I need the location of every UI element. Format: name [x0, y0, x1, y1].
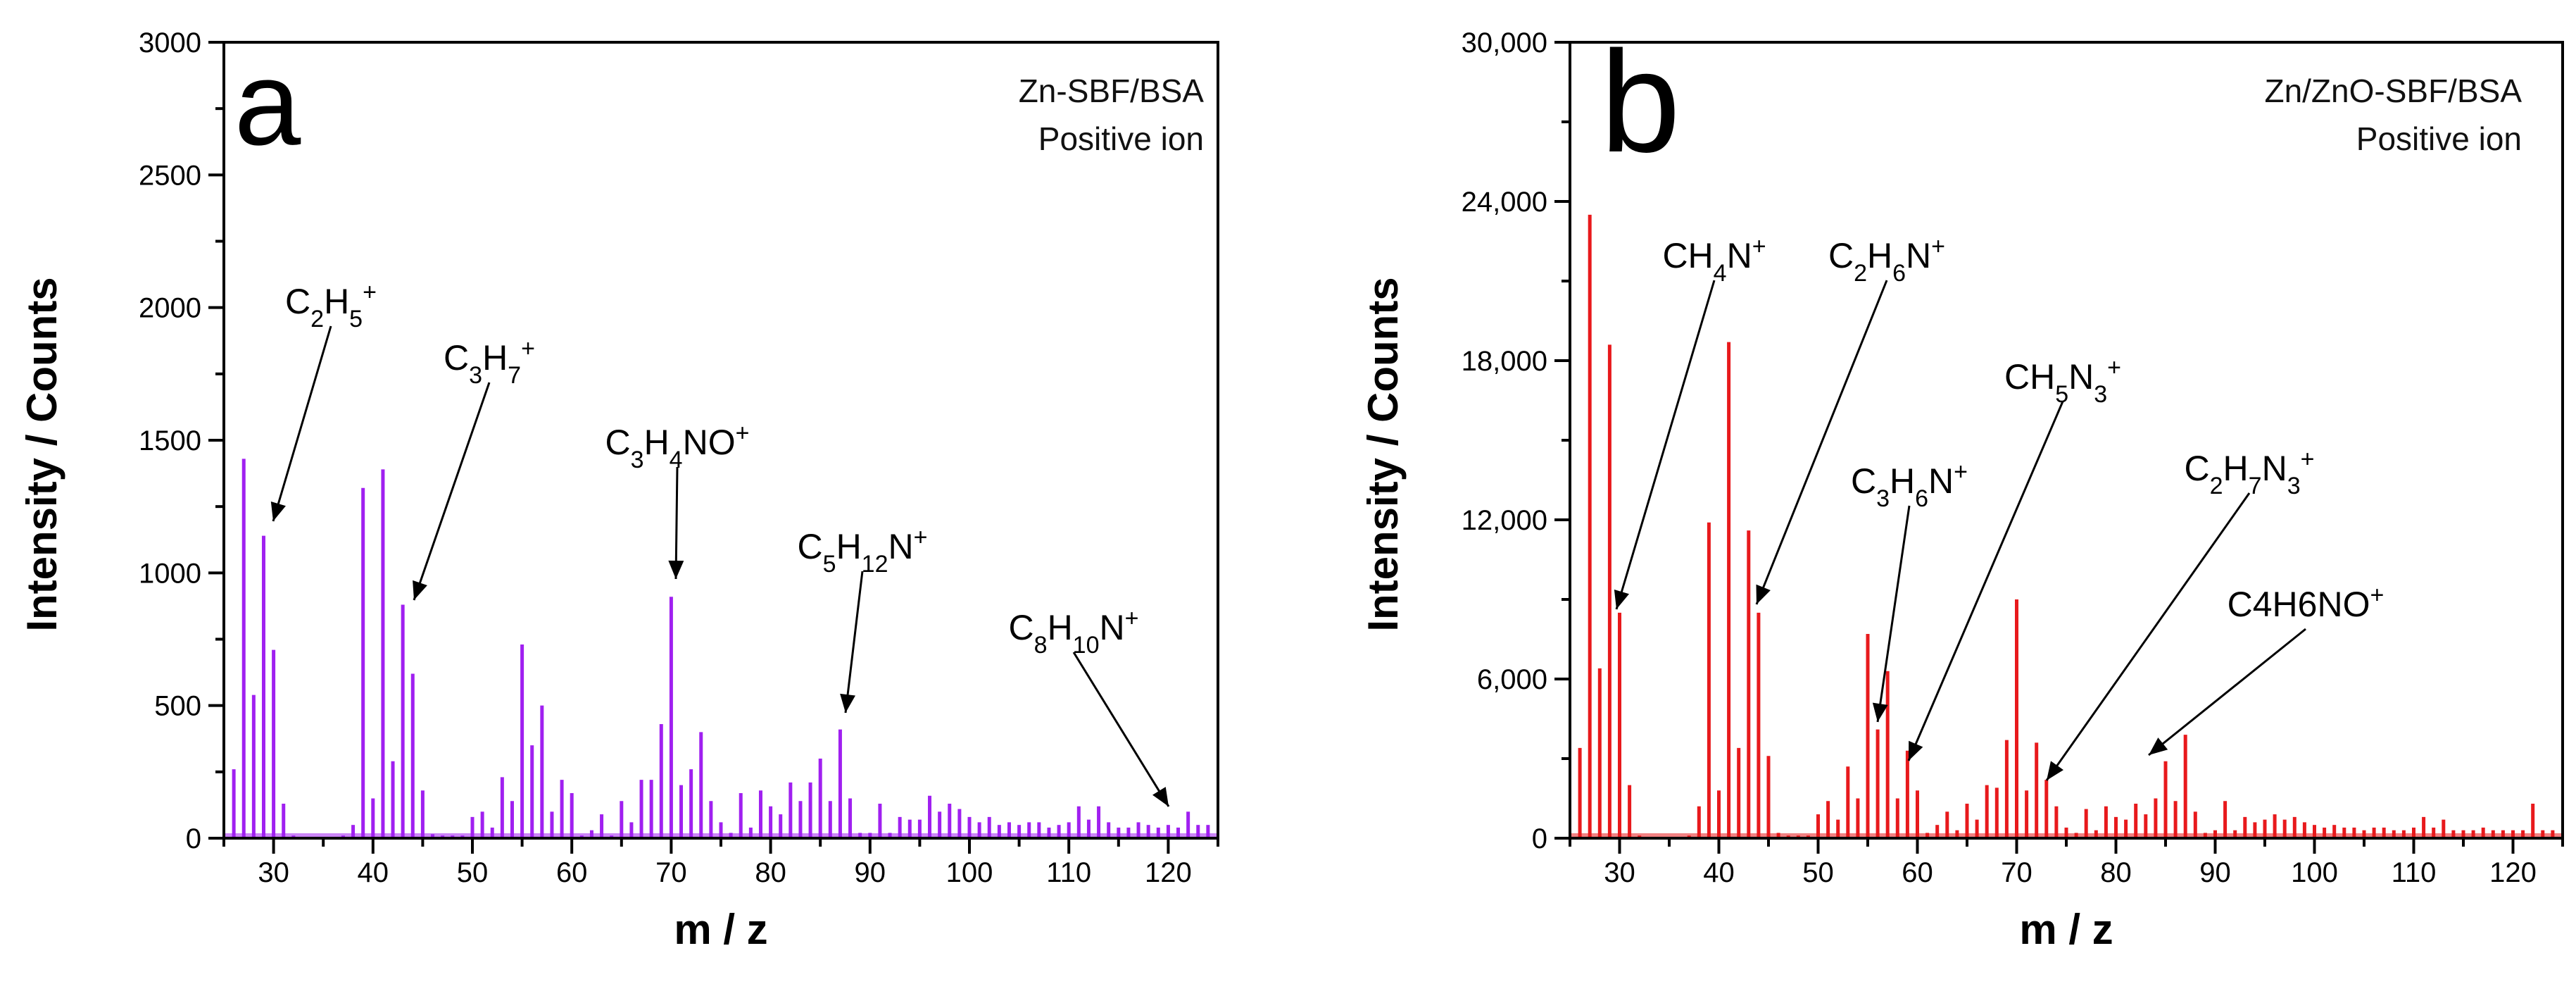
annotation-arrow-head: [1614, 589, 1629, 609]
x-tick-label: 50: [1802, 857, 1834, 888]
peak-annotation-label: CH4N+: [1662, 233, 1766, 287]
annotation-arrow-head: [840, 693, 856, 713]
bar-series: [1578, 214, 2555, 838]
x-tick-label: 60: [1902, 857, 1933, 888]
annotation-arrow-head: [270, 501, 286, 521]
x-tick-label: 40: [358, 857, 389, 888]
x-axis-title: m / z: [2019, 906, 2113, 953]
y-tick-label: 1000: [139, 558, 201, 589]
annotation-arrow-head: [413, 580, 427, 600]
x-tick-label: 60: [556, 857, 588, 888]
annotation-arrow-line: [1072, 652, 1170, 807]
x-tick-label: 110: [2392, 857, 2437, 888]
x-tick-label: 100: [2291, 857, 2338, 888]
x-tick-label: 120: [1145, 857, 1192, 888]
peak-annotation-label: C3H6N+: [1851, 459, 1968, 512]
x-tick-label: 90: [855, 857, 886, 888]
annotation-arrow-line: [2148, 628, 2306, 756]
y-tick-label: 24,000: [1462, 187, 1547, 218]
peak-annotation-label: C8H10N+: [1009, 605, 1139, 659]
peak-annotation-label: C2H7N3+: [2185, 446, 2315, 499]
annotation-arrow-line: [844, 571, 864, 714]
y-tick-label: 0: [186, 823, 201, 854]
x-tick-label: 80: [2100, 857, 2132, 888]
annotation-arrow-line: [674, 466, 679, 580]
plot-frame: [1569, 41, 2564, 840]
annotation-arrow-line: [1876, 505, 1911, 723]
annotation-arrow-line: [1615, 280, 1716, 610]
peak-annotation-label: C2H5+: [285, 279, 377, 332]
annotation-arrow-head: [2149, 737, 2168, 755]
baseline-noise: [1570, 833, 2563, 838]
x-tick-label: 30: [258, 857, 289, 888]
y-tick-label: 6,000: [1477, 664, 1547, 695]
annotation-arrow-head: [1756, 584, 1771, 604]
y-tick-label: 12,000: [1462, 505, 1547, 536]
panel-b: 30 40 50 60 70 80 90 100 110 120 0 6,000 12,000 18,00…: [1359, 21, 2564, 953]
x-tick-label: 70: [655, 857, 687, 888]
y-axis-title: Intensity / Counts: [1359, 277, 1407, 631]
ion-mode: Positive ion: [1038, 120, 1204, 157]
peak-annotation-label: C3H4NO+: [605, 420, 750, 473]
baseline-noise: [224, 833, 1218, 838]
annotation-arrow-head: [1872, 702, 1888, 722]
y-tick-label: 1500: [139, 425, 201, 456]
x-tick-label: 70: [2001, 857, 2032, 888]
annotation-arrow-line: [1907, 401, 2064, 761]
y-tick-label: 2500: [139, 160, 201, 191]
ion-mode: Positive ion: [2356, 120, 2522, 157]
annotation-arrow-head: [1909, 740, 1923, 761]
annotation-arrow-line: [1755, 280, 1888, 605]
x-tick-label: 90: [2199, 857, 2231, 888]
y-tick-label: 0: [1532, 823, 1547, 854]
y-tick-label: 30,000: [1462, 27, 1547, 58]
annotation-arrow-line: [272, 325, 332, 522]
x-tick-label: 30: [1604, 857, 1635, 888]
x-tick-label: 100: [946, 857, 993, 888]
y-axis-title: Intensity / Counts: [18, 277, 65, 631]
bar-series: [232, 459, 1210, 838]
sample-name: Zn/ZnO-SBF/BSA: [2264, 73, 2522, 109]
y-tick-label: 2000: [139, 293, 201, 324]
annotation-arrow-head: [668, 560, 684, 579]
peak-annotation-label: CH5N3+: [2004, 354, 2121, 408]
annotation-arrow-head: [1152, 787, 1169, 806]
x-tick-label: 50: [457, 857, 489, 888]
peak-annotation-label: C5H12N+: [798, 524, 928, 578]
sample-name: Zn-SBF/BSA: [1019, 73, 1205, 109]
annotation-arrow-line: [2045, 492, 2251, 781]
x-tick-label: 40: [1703, 857, 1735, 888]
y-tick-label: 18,000: [1462, 346, 1547, 377]
peak-annotation-label: C2H6N+: [1828, 233, 1945, 287]
panel-a: 30 40 50 60 70 80 90 100 110 120 0 500 1000 1500 2000 2…: [18, 27, 1219, 953]
annotation-arrow-head: [2047, 761, 2063, 780]
peak-annotation-label: C3H7+: [444, 335, 535, 389]
x-axis-title: m / z: [674, 906, 767, 953]
peak-annotation-label: C4H6NO+: [2228, 582, 2385, 624]
x-tick-label: 120: [2489, 857, 2537, 888]
x-tick-label: 80: [755, 857, 786, 888]
annotation-arrow-line: [413, 382, 491, 601]
panel-letter: a: [234, 37, 301, 170]
panel-letter: b: [1600, 21, 1680, 182]
y-tick-label: 500: [154, 691, 201, 722]
y-tick-label: 3000: [139, 27, 201, 58]
x-tick-label: 110: [1046, 857, 1091, 888]
